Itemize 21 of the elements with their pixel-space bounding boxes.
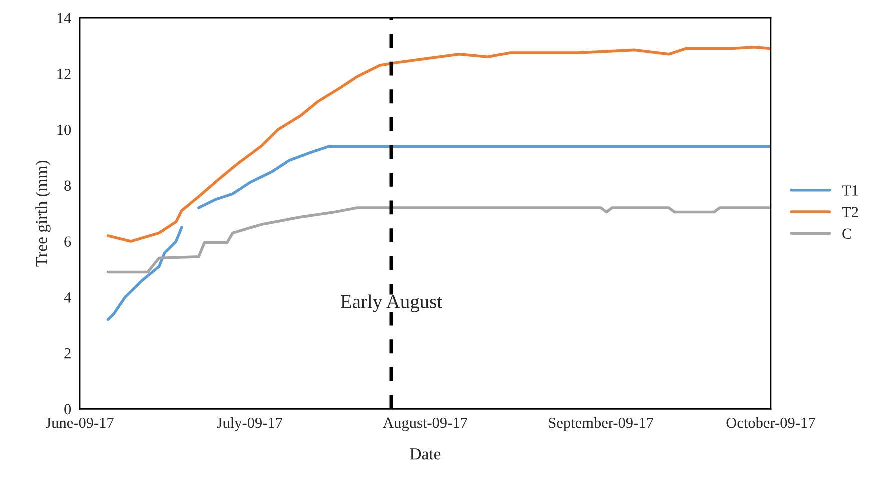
line-series	[106, 46, 771, 243]
x-tick-label: September-09-17	[549, 417, 654, 432]
x-tick-label: July-09-17	[217, 417, 283, 432]
y-tick-label: 4	[64, 292, 72, 303]
y-axis-title: Tree girth (mm)	[36, 160, 51, 267]
y-tick-label: 8	[64, 180, 72, 192]
y-tick-label: 6	[64, 236, 72, 247]
ref-line-label: Early August	[341, 294, 442, 312]
y-tick-label: 14	[58, 13, 72, 24]
y-tick-label: 10	[58, 124, 72, 136]
legend-label: T1	[842, 186, 858, 196]
x-tick-label: June-09-17	[46, 418, 114, 428]
legend-label: C	[842, 228, 852, 240]
legend-label: T2	[842, 207, 858, 218]
x-tick-label: October-09-17	[726, 417, 816, 428]
x-tick-label: August-09-17	[383, 418, 468, 432]
y-tick-label: 0	[64, 404, 72, 415]
x-axis-title: Date	[410, 448, 441, 460]
line-series	[106, 206, 771, 274]
y-tick-label: 12	[58, 69, 71, 80]
y-tick-label: 2	[64, 348, 71, 359]
